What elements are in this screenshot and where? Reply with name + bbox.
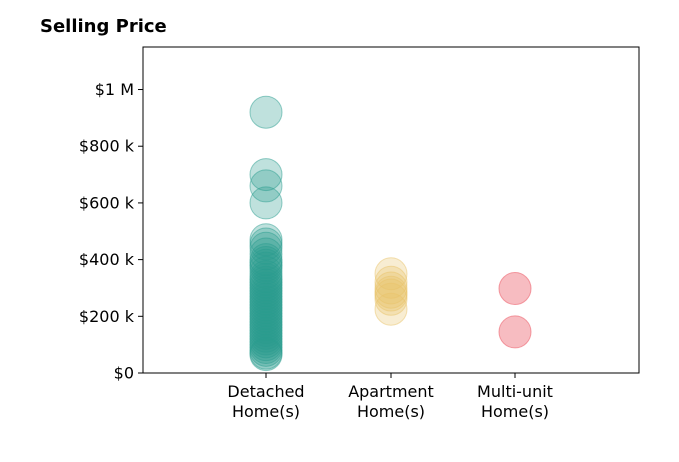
- y-tick-label-5: $1 M: [95, 80, 134, 99]
- y-tick-label-0: $0: [114, 364, 134, 383]
- y-tick-label-3: $600 k: [79, 193, 135, 212]
- y-tick-label-1: $200 k: [79, 307, 135, 326]
- data-point-1-5: [374, 282, 408, 316]
- x-tick-label-0: Detached Home(s): [227, 382, 304, 421]
- data-point-1-2: [374, 271, 408, 305]
- y-tick-label-2: $400 k: [79, 250, 135, 269]
- data-point-1-4: [374, 278, 408, 312]
- x-tick-label-1: Apartment Home(s): [348, 382, 434, 421]
- data-point-0-2: [249, 169, 283, 203]
- x-tick-label-2: Multi-unit Home(s): [477, 382, 553, 421]
- data-point-2-1: [498, 315, 532, 349]
- axes-layer: $0 $200 k $400 k $600 k $800 k $1 M Detached Ho…: [79, 46, 640, 421]
- data-point-1-0: [374, 257, 408, 291]
- chart-title: Selling Price: [40, 16, 167, 37]
- y-tick-label-4: $800 k: [79, 137, 135, 156]
- data-point-0-41: [249, 338, 283, 372]
- data-point-0-4: [249, 223, 283, 257]
- data-point-0-11: [249, 251, 283, 285]
- data-point-0-3: [249, 186, 283, 220]
- data-point-1-6: [374, 292, 408, 326]
- data-point-0-0: [249, 95, 283, 129]
- data-point-2-0: [498, 272, 532, 306]
- data-point-0-1: [249, 158, 283, 192]
- points-layer: [249, 95, 532, 372]
